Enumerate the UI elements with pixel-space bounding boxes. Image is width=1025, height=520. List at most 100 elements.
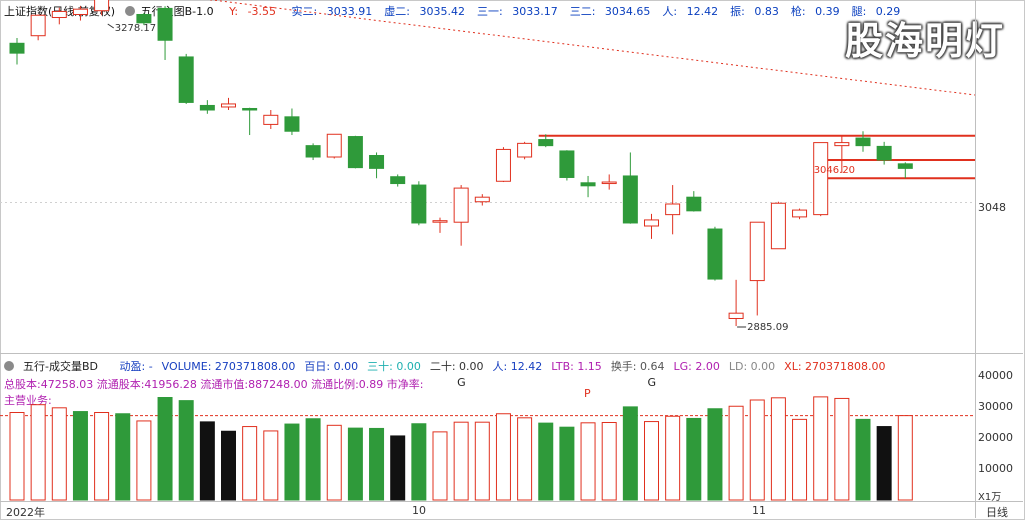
volume-bar — [72, 411, 88, 501]
gear-icon[interactable] — [124, 6, 135, 16]
volume-bar — [792, 418, 808, 501]
candle-body — [432, 220, 448, 223]
volume-bar — [495, 413, 511, 501]
period-button[interactable]: 日线 — [986, 506, 1008, 519]
box-label: 3046.20 — [814, 165, 855, 176]
candle-body — [199, 104, 215, 111]
candle-body — [221, 103, 236, 108]
candle-body — [284, 116, 300, 132]
header-item: 枪: 0.39 — [790, 5, 840, 18]
low-label: 2885.09 — [747, 322, 788, 333]
volume-header-item: VOLUME: 270371808.00 — [161, 360, 296, 373]
volume-bar — [284, 423, 300, 501]
price-header: 上证指数(日线,前复权) 五行主图B-1.0 Y: -3.55 实二: 3033… — [4, 3, 918, 19]
candle-body — [242, 107, 258, 111]
candle-body — [411, 184, 427, 224]
volume-bar — [855, 418, 871, 501]
candle-body — [601, 181, 617, 185]
header-item: 振: 0.83 — [730, 5, 779, 18]
volume-bar — [115, 413, 131, 501]
high-label: 3278.17 — [115, 23, 156, 34]
info-line-2: 主营业务: — [4, 394, 52, 407]
signal-marker: G — [648, 376, 657, 389]
watermark-logo: 股海明灯 — [844, 19, 1005, 63]
volume-header-item: LG: 2.00 — [673, 360, 720, 373]
volume-bar — [538, 422, 554, 501]
volume-bar — [178, 400, 194, 501]
volume-bar — [517, 417, 533, 501]
header-item: 人: 12.42 — [662, 5, 719, 18]
candle-body — [369, 154, 385, 169]
volume-header-item: 人: 12.42 — [492, 360, 543, 373]
candle-body — [770, 202, 786, 250]
info-line-1: 总股本:47258.03 流通股本:41956.28 流通市值:887248.0… — [4, 378, 424, 391]
volume-tick: 40000 — [978, 369, 1013, 382]
candle-body — [94, 0, 110, 12]
volume-bar — [326, 424, 342, 501]
volume-header-item: 动盈: - — [119, 360, 153, 373]
volume-bar — [474, 421, 490, 501]
candle-body — [834, 142, 850, 147]
signal-marker: P — [584, 387, 591, 400]
volume-bar — [644, 421, 659, 501]
candle-body — [326, 133, 342, 158]
header-item: 三二: 3034.65 — [569, 5, 651, 18]
volume-bar — [305, 418, 321, 501]
candle-body — [707, 228, 723, 280]
volume-bar — [157, 397, 173, 501]
candle-body — [51, 10, 67, 19]
volume-header-item: LD: 0.00 — [728, 360, 776, 373]
volume-bar — [453, 421, 469, 501]
time-label-year: 2022年 — [6, 506, 45, 519]
pane-divider — [0, 353, 1023, 354]
y-readout: Y: -3.55 — [229, 5, 277, 18]
candle-body — [686, 196, 702, 212]
time-label-nov: 11 — [752, 504, 766, 517]
candle-body — [30, 14, 46, 37]
candle-body — [347, 136, 363, 169]
trend-line — [208, 0, 975, 96]
volume-bar — [221, 430, 236, 501]
volume-bar — [242, 426, 258, 501]
candle-body — [665, 203, 681, 216]
chart-canvas[interactable]: 3278.17 2885.09 3046.20 G P G — [0, 0, 975, 520]
volume-bar — [749, 399, 765, 501]
candle-body — [855, 137, 871, 147]
gear-icon[interactable] — [4, 361, 14, 371]
volume-bar — [770, 397, 786, 501]
volume-bar — [432, 431, 448, 501]
candle-body — [538, 139, 554, 147]
volume-bar — [813, 396, 829, 501]
candle-body — [622, 175, 638, 224]
volume-bar — [686, 417, 702, 501]
candle-body — [559, 150, 575, 178]
volume-header-item: LTB: 1.15 — [551, 360, 602, 373]
volume-bar — [665, 415, 681, 501]
volume-header-item: 三十: 0.00 — [367, 360, 421, 373]
candle-body — [580, 182, 596, 187]
candle-body — [495, 148, 511, 182]
volume-bar — [369, 427, 385, 501]
high-pointer — [107, 23, 115, 29]
volume-bar — [601, 422, 617, 501]
volume-bar — [580, 422, 596, 501]
volume-header-item: XL: 270371808.00 — [784, 360, 886, 373]
volume-header-item: 二十: 0.00 — [429, 360, 484, 373]
volume-bar — [263, 430, 279, 501]
candle-body — [263, 114, 279, 125]
volume-tick: 10000 — [978, 462, 1013, 475]
volume-bar — [622, 406, 638, 501]
time-axis-line — [0, 501, 1023, 502]
price-axis-label: 3048 — [978, 201, 1006, 214]
candle-body — [9, 42, 25, 54]
volume-indicator[interactable]: 五行-成交量BD — [4, 360, 107, 373]
volume-bar — [728, 405, 744, 501]
volume-bar — [897, 415, 913, 501]
volume-bar — [707, 408, 723, 501]
axis-divider — [975, 0, 976, 518]
volume-header: 五行-成交量BD 动盈: - VOLUME: 270371808.00 百日: 0.… — [4, 358, 904, 374]
candle-body — [813, 142, 829, 216]
header-item: 腿: 0.29 — [851, 5, 901, 18]
volume-bar — [30, 404, 46, 501]
